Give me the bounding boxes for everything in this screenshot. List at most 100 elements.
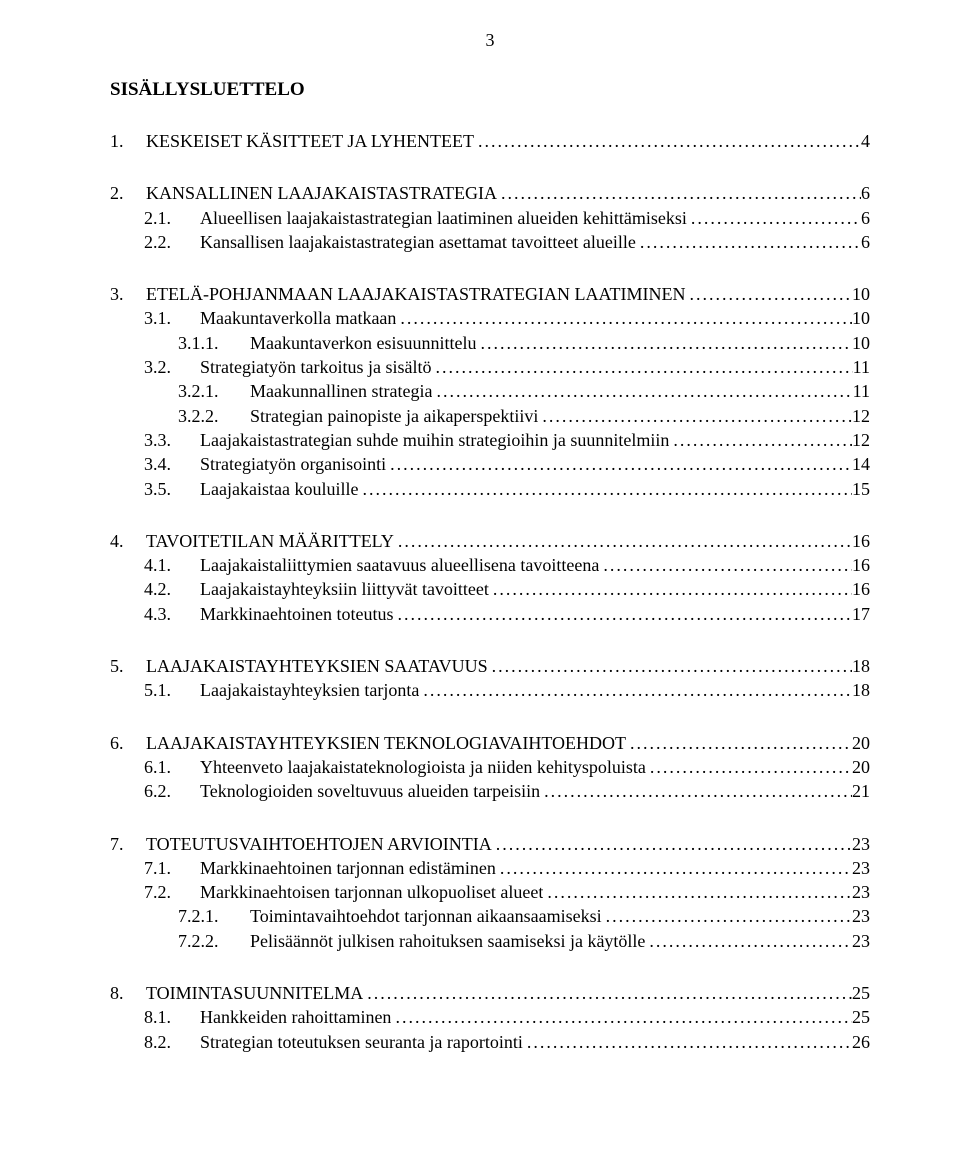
toc-entry-label: Teknologioiden soveltuvuus alueiden tarp… bbox=[200, 779, 540, 803]
toc-leader: ........................................… bbox=[393, 602, 852, 626]
toc-entry-page: 23 bbox=[852, 904, 870, 928]
toc-entry-number: 8.1. bbox=[144, 1005, 200, 1029]
toc-entry-label: Maakunnallinen strategia bbox=[250, 379, 432, 403]
toc-group: 3. ETELÄ-POHJANMAAN LAAJAKAISTASTRATEGIA… bbox=[110, 282, 870, 501]
toc-leader: ........................................… bbox=[496, 856, 852, 880]
toc-entry-page: 21 bbox=[852, 779, 870, 803]
toc-entry: 3.2.1. Maakunnallinen strategia.........… bbox=[110, 379, 870, 403]
toc-entry: 3.3. Laajakaistastrategian suhde muihin … bbox=[110, 428, 870, 452]
toc-entry-number: 1. bbox=[110, 129, 146, 153]
toc-entry-label: Kansallisen laajakaistastrategian asetta… bbox=[200, 230, 636, 254]
toc-entry-page: 6 bbox=[861, 181, 870, 205]
toc-entry: 7. TOTEUTUSVAIHTOEHTOJEN ARVIOINTIA.....… bbox=[110, 832, 870, 856]
toc-entry-label: Alueellisen laajakaistastrategian laatim… bbox=[200, 206, 687, 230]
toc-entry-number: 3.3. bbox=[144, 428, 200, 452]
toc-entry-label: Laajakaistayhteyksiin liittyvät tavoitte… bbox=[200, 577, 489, 601]
toc-leader: ........................................… bbox=[391, 1005, 852, 1029]
toc-entry: 5.1. Laajakaistayhteyksien tarjonta.....… bbox=[110, 678, 870, 702]
toc-entry-label: KANSALLINEN LAAJAKAISTASTRATEGIA bbox=[146, 181, 497, 205]
toc-entry: 2.2. Kansallisen laajakaistastrategian a… bbox=[110, 230, 870, 254]
toc-leader: ........................................… bbox=[686, 282, 852, 306]
toc-leader: ........................................… bbox=[636, 230, 861, 254]
toc-entry: 3. ETELÄ-POHJANMAAN LAAJAKAISTASTRATEGIA… bbox=[110, 282, 870, 306]
toc-entry: 7.1. Markkinaehtoinen tarjonnan edistämi… bbox=[110, 856, 870, 880]
page-number: 3 bbox=[110, 30, 870, 51]
toc-entry-page: 12 bbox=[852, 404, 870, 428]
toc-entry-page: 4 bbox=[861, 129, 870, 153]
toc-entry-label: Yhteenveto laajakaistateknologioista ja … bbox=[200, 755, 646, 779]
toc-entry-label: Laajakaistaliittymien saatavuus alueelli… bbox=[200, 553, 599, 577]
toc-entry-number: 6. bbox=[110, 731, 146, 755]
toc-entry-page: 23 bbox=[852, 832, 870, 856]
toc-entry: 8.2. Strategian toteutuksen seuranta ja … bbox=[110, 1030, 870, 1054]
toc-leader: ........................................… bbox=[497, 181, 861, 205]
toc-leader: ........................................… bbox=[396, 306, 852, 330]
toc-entry-page: 14 bbox=[852, 452, 870, 476]
toc-entry-page: 10 bbox=[852, 331, 870, 355]
toc-leader: ........................................… bbox=[492, 832, 852, 856]
toc-entry-number: 4. bbox=[110, 529, 146, 553]
toc-entry: 4.2. Laajakaistayhteyksiin liittyvät tav… bbox=[110, 577, 870, 601]
document-page: 3 SISÄLLYSLUETTELO 1. KESKEISET KÄSITTEE… bbox=[0, 0, 960, 1122]
toc-entry-number: 3.2.2. bbox=[178, 404, 250, 428]
toc-entry-number: 7. bbox=[110, 832, 146, 856]
toc-leader: ........................................… bbox=[432, 379, 852, 403]
toc-entry-number: 3.2. bbox=[144, 355, 200, 379]
toc-entry: 6.1. Yhteenveto laajakaistateknologioist… bbox=[110, 755, 870, 779]
toc-entry-page: 23 bbox=[852, 929, 870, 953]
toc-entry-label: Pelisäännöt julkisen rahoituksen saamise… bbox=[250, 929, 645, 953]
toc-leader: ........................................… bbox=[363, 981, 852, 1005]
toc-leader: ........................................… bbox=[419, 678, 852, 702]
toc-entry-number: 4.3. bbox=[144, 602, 200, 626]
toc-entry-label: LAAJAKAISTAYHTEYKSIEN TEKNOLOGIAVAIHTOEH… bbox=[146, 731, 626, 755]
toc-entry-page: 16 bbox=[852, 553, 870, 577]
toc-entry-page: 26 bbox=[852, 1030, 870, 1054]
toc-entry-label: TAVOITETILAN MÄÄRITTELY bbox=[146, 529, 394, 553]
toc-entry-page: 15 bbox=[852, 477, 870, 501]
toc-entry: 8. TOIMINTASUUNNITELMA..................… bbox=[110, 981, 870, 1005]
toc-leader: ........................................… bbox=[476, 331, 852, 355]
toc-entry: 3.1. Maakuntaverkolla matkaan...........… bbox=[110, 306, 870, 330]
toc-entry: 7.2.2. Pelisäännöt julkisen rahoituksen … bbox=[110, 929, 870, 953]
toc-entry: 2.1. Alueellisen laajakaistastrategian l… bbox=[110, 206, 870, 230]
toc-entry-number: 7.2. bbox=[144, 880, 200, 904]
toc-entry-label: Laajakaistayhteyksien tarjonta bbox=[200, 678, 419, 702]
toc-group: 1. KESKEISET KÄSITTEET JA LYHENTEET.....… bbox=[110, 129, 870, 153]
toc-entry-number: 3.2.1. bbox=[178, 379, 250, 403]
toc-entry-page: 20 bbox=[852, 755, 870, 779]
toc-entry-label: Laajakaistaa kouluille bbox=[200, 477, 358, 501]
toc-entry-label: KESKEISET KÄSITTEET JA LYHENTEET bbox=[146, 129, 474, 153]
toc-leader: ........................................… bbox=[599, 553, 852, 577]
toc-entry: 6. LAAJAKAISTAYHTEYKSIEN TEKNOLOGIAVAIHT… bbox=[110, 731, 870, 755]
toc-leader: ........................................… bbox=[489, 577, 852, 601]
toc-entry-page: 18 bbox=[852, 678, 870, 702]
toc-entry-page: 6 bbox=[861, 230, 870, 254]
toc-entry-label: Maakuntaverkon esisuunnittelu bbox=[250, 331, 476, 355]
toc-entry-page: 23 bbox=[852, 880, 870, 904]
toc-entry-number: 8.2. bbox=[144, 1030, 200, 1054]
toc-entry-label: Strategiatyön organisointi bbox=[200, 452, 386, 476]
toc-entry-page: 20 bbox=[852, 731, 870, 755]
toc-entry-number: 3. bbox=[110, 282, 146, 306]
toc-entry: 4. TAVOITETILAN MÄÄRITTELY..............… bbox=[110, 529, 870, 553]
toc-entry: 3.5. Laajakaistaa kouluille.............… bbox=[110, 477, 870, 501]
toc-entry-page: 10 bbox=[852, 306, 870, 330]
toc-leader: ........................................… bbox=[358, 477, 852, 501]
toc-entry: 3.2. Strategiatyön tarkoitus ja sisältö.… bbox=[110, 355, 870, 379]
toc-leader: ........................................… bbox=[538, 404, 852, 428]
toc-entry-page: 16 bbox=[852, 529, 870, 553]
toc-leader: ........................................… bbox=[523, 1030, 852, 1054]
toc-leader: ........................................… bbox=[540, 779, 852, 803]
toc-leader: ........................................… bbox=[645, 929, 852, 953]
toc-entry: 3.1.1. Maakuntaverkon esisuunnittelu....… bbox=[110, 331, 870, 355]
toc-entry-number: 3.1. bbox=[144, 306, 200, 330]
toc-entry: 7.2. Markkinaehtoisen tarjonnan ulkopuol… bbox=[110, 880, 870, 904]
toc-leader: ........................................… bbox=[669, 428, 852, 452]
toc-entry-page: 6 bbox=[861, 206, 870, 230]
toc-entry: 5. LAAJAKAISTAYHTEYKSIEN SAATAVUUS......… bbox=[110, 654, 870, 678]
toc-entry-number: 4.2. bbox=[144, 577, 200, 601]
toc-entry-label: Toimintavaihtoehdot tarjonnan aikaansaam… bbox=[250, 904, 602, 928]
toc-leader: ........................................… bbox=[431, 355, 852, 379]
toc-entry: 3.2.2. Strategian painopiste ja aikapers… bbox=[110, 404, 870, 428]
toc-group: 7. TOTEUTUSVAIHTOEHTOJEN ARVIOINTIA.....… bbox=[110, 832, 870, 953]
